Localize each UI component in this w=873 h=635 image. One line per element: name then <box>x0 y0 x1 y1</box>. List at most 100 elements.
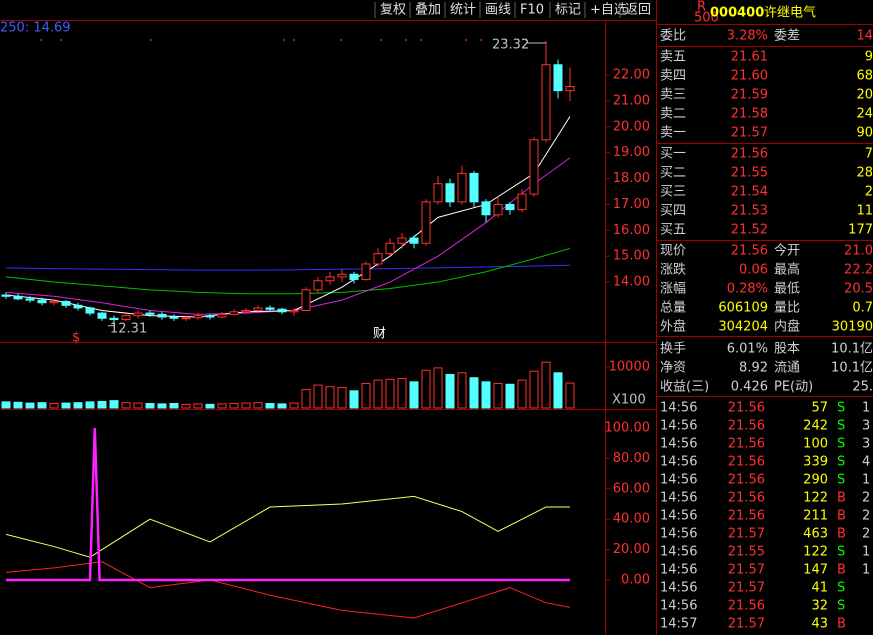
volume-bar <box>505 383 515 409</box>
volume-bar <box>253 402 263 409</box>
quote-cell: 2 <box>862 527 870 542</box>
candle-body <box>469 172 479 203</box>
quote-cell: 买二 <box>660 166 686 181</box>
toolbar-button: 复权 <box>380 2 406 18</box>
quote-cell: 4 <box>862 455 870 470</box>
candle-body <box>553 64 563 92</box>
quote-cell: S <box>837 455 845 470</box>
candle-body <box>205 315 215 318</box>
volume-bar <box>457 372 467 409</box>
volume-bar <box>97 400 107 409</box>
marker-s: $ <box>72 331 80 346</box>
tick-label: 15.00 <box>613 249 650 264</box>
toolbar-button: 统计 <box>450 3 476 18</box>
quote-cell: 最低 <box>774 282 800 297</box>
quote-cell: 股本 <box>774 342 800 357</box>
quote-cell: 14:56 <box>660 599 697 614</box>
volume-bar <box>73 402 83 409</box>
quote-cell: 21.56 <box>728 509 765 524</box>
candle-body <box>157 313 167 318</box>
quote-cell: 买五 <box>660 223 686 238</box>
quote-cell: S <box>837 473 845 488</box>
candle-body <box>301 289 311 312</box>
candle-body <box>505 203 515 211</box>
quote-cell: 68 <box>856 69 873 84</box>
quote-cell: B <box>837 491 846 506</box>
quote-cell: PE(动) <box>774 380 813 395</box>
candle-body <box>145 312 155 315</box>
volume-bar <box>181 403 191 409</box>
candle-body <box>529 139 539 195</box>
quote-cell: 22.2 <box>844 263 873 278</box>
quote-cell: 21.57 <box>731 126 768 141</box>
candle-body <box>265 307 275 310</box>
volume-bar <box>337 387 347 409</box>
quote-cell: 14:56 <box>660 401 697 416</box>
volume-bar <box>133 402 143 409</box>
quote-cell: 21.53 <box>731 204 768 219</box>
candle-body <box>337 273 347 278</box>
quote-cell: S <box>837 599 845 614</box>
quote-cell: S <box>837 545 845 560</box>
quote-cell: 21.56 <box>728 419 765 434</box>
quote-cell: 涨幅 <box>660 282 686 297</box>
quote-cell: 606109 <box>718 301 768 316</box>
quote-cell: 41 <box>811 581 828 596</box>
quote-cell: 涨跌 <box>660 262 686 278</box>
candle-body <box>85 307 95 314</box>
volume-bar <box>565 382 575 409</box>
quote-cell: 14:56 <box>660 581 697 596</box>
volume-bar <box>265 403 275 409</box>
quote-cell: 304204 <box>718 320 768 335</box>
toolbar-button: 叠加 <box>415 3 441 18</box>
quote-cell: 21.59 <box>731 88 768 103</box>
quote-cell: 21.57 <box>728 563 765 578</box>
candle-body <box>409 237 419 244</box>
volume-bar <box>373 379 383 409</box>
quote-cell: 21.56 <box>728 473 765 488</box>
tick-label: 17.00 <box>613 197 650 212</box>
candle-body <box>1 294 11 297</box>
volume-bar <box>37 402 47 409</box>
volume-bar <box>301 389 311 409</box>
quote-cell: 14:56 <box>660 509 697 524</box>
quote-cell: 卖三 <box>660 88 686 103</box>
candle-body <box>229 311 239 315</box>
quote-cell: 流通 <box>774 361 800 376</box>
candle-body <box>253 307 263 312</box>
quote-cell: S <box>837 419 845 434</box>
volume-bar <box>481 381 491 409</box>
candle-body <box>517 193 527 211</box>
quote-cell: 21.57 <box>728 527 765 542</box>
volume-bar <box>469 377 479 409</box>
quote-cell: 21.56 <box>731 244 768 259</box>
ma-line <box>5 264 571 271</box>
candle-body <box>361 263 371 280</box>
volume-bar <box>529 370 539 409</box>
quote-cell: 总量 <box>660 301 686 316</box>
quote-cell: 0.06 <box>739 263 768 278</box>
quote-cell: 21.56 <box>728 599 765 614</box>
quote-cell: 242 <box>803 419 828 434</box>
quote-cell: 2 <box>865 185 873 200</box>
volume-bar <box>421 369 431 409</box>
quote-cell: 463 <box>803 527 828 542</box>
candle-body <box>493 203 503 216</box>
volume-bar <box>193 403 203 409</box>
volume-bar <box>229 403 239 409</box>
quote-cell: S <box>837 437 845 452</box>
candle-body <box>277 308 287 313</box>
volume-bar <box>517 379 527 409</box>
quote-cell: 卖四 <box>660 69 686 84</box>
tick-label: 10000 <box>609 360 650 375</box>
marker-cai: 财 <box>373 327 386 342</box>
low-label: 12.31 <box>110 321 147 336</box>
quote-cell: 24 <box>856 107 873 122</box>
candle-body <box>121 315 131 321</box>
tick-label: 80.00 <box>613 451 650 466</box>
candle-body <box>433 183 443 203</box>
quote-cell: 57 <box>811 401 828 416</box>
quote-cell: 21.56 <box>728 437 765 452</box>
